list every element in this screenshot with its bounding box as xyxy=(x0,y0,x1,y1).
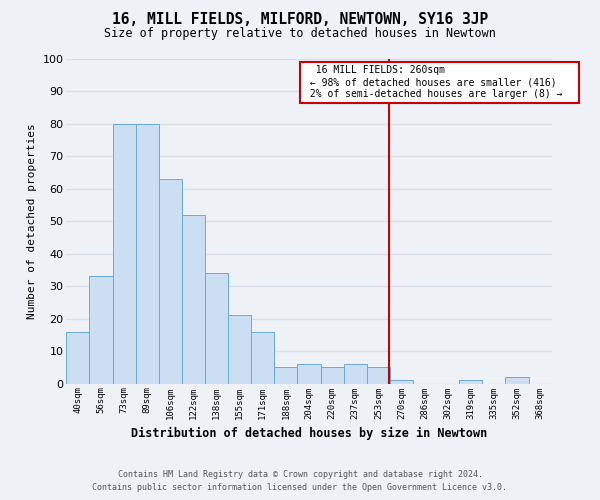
Bar xyxy=(320,368,344,384)
Bar xyxy=(390,380,413,384)
Bar xyxy=(67,332,89,384)
X-axis label: Distribution of detached houses by size in Newtown: Distribution of detached houses by size … xyxy=(131,427,487,440)
Bar xyxy=(136,124,159,384)
Text: 16 MILL FIELDS: 260sqm
 ← 98% of detached houses are smaller (416)
 2% of semi-d: 16 MILL FIELDS: 260sqm ← 98% of detached… xyxy=(304,66,575,98)
Bar xyxy=(344,364,367,384)
Bar xyxy=(182,215,205,384)
Bar xyxy=(251,332,274,384)
Text: 16, MILL FIELDS, MILFORD, NEWTOWN, SY16 3JP: 16, MILL FIELDS, MILFORD, NEWTOWN, SY16 … xyxy=(112,12,488,28)
Bar xyxy=(459,380,482,384)
Text: Contains HM Land Registry data © Crown copyright and database right 2024.
Contai: Contains HM Land Registry data © Crown c… xyxy=(92,470,508,492)
Bar xyxy=(159,179,182,384)
Bar xyxy=(298,364,320,384)
Bar xyxy=(228,316,251,384)
Bar xyxy=(205,273,228,384)
Bar xyxy=(274,368,298,384)
Text: Size of property relative to detached houses in Newtown: Size of property relative to detached ho… xyxy=(104,28,496,40)
Bar xyxy=(113,124,136,384)
Bar xyxy=(89,276,113,384)
Y-axis label: Number of detached properties: Number of detached properties xyxy=(27,124,37,319)
Bar xyxy=(367,368,390,384)
Bar xyxy=(505,377,529,384)
